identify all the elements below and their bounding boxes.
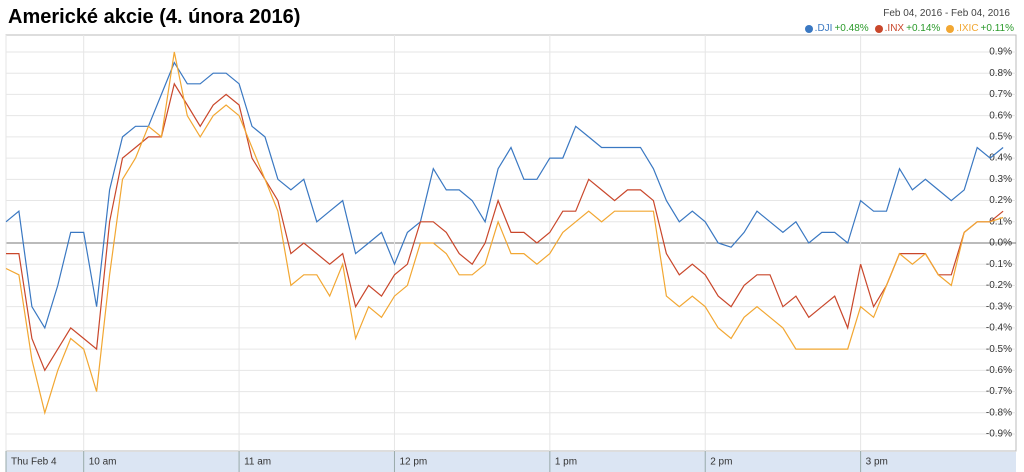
legend-change: +0.11% [980,23,1014,34]
legend-item: .IXIC +0.11% [946,23,1014,34]
y-tick-label: 0.6% [989,110,1012,121]
legend-marker [804,24,813,33]
y-tick-label: 0.9% [989,47,1012,58]
y-tick-label: 0.1% [989,216,1012,227]
date-range: Feb 04, 2016 - Feb 04, 2016 [883,8,1010,19]
x-tick-label: 3 pm [866,457,888,468]
legend-label: .INX [884,23,905,34]
y-tick-label: 0.8% [989,68,1012,79]
x-tick-label: 2 pm [710,457,732,468]
legend-change: +0.48% [834,23,869,34]
legend: .DJI +0.48% .INX +0.14% .IXIC +0.11% [804,23,1014,34]
legend-label: .IXIC [956,23,979,34]
y-tick-label: -0.2% [986,280,1012,291]
y-tick-label: 0.7% [989,89,1012,100]
x-axis-band [6,452,1016,472]
y-tick-label: -0.9% [986,429,1012,440]
y-tick-label: 0.3% [989,174,1012,185]
legend-marker [874,24,883,33]
legend-item: .INX +0.14% [874,23,941,34]
y-tick-label: 0.2% [989,195,1012,206]
y-tick-label: -0.7% [986,386,1012,397]
legend-item: .DJI +0.48% [804,23,869,34]
y-tick-label: -0.5% [986,344,1012,355]
y-tick-label: -0.6% [986,365,1012,376]
y-tick-label: 0.4% [989,153,1012,164]
y-tick-label: -0.8% [986,407,1012,418]
legend-change: +0.14% [906,23,941,34]
x-tick-label: Thu Feb 4 [11,457,57,468]
legend-marker [946,24,955,33]
x-tick-label: 10 am [89,457,117,468]
y-tick-label: 0.0% [989,238,1012,249]
legend-label: .DJI [814,23,833,34]
chart-title: Americké akcie (4. února 2016) [8,6,301,28]
x-tick-label: 1 pm [555,457,577,468]
y-tick-label: 0.5% [989,132,1012,143]
y-tick-label: -0.3% [986,301,1012,312]
series-line [6,82,1004,372]
x-tick-label: 11 am [244,457,271,468]
y-tick-label: -0.4% [986,323,1012,334]
series-line [5,51,1004,416]
x-tick-label: 12 pm [399,457,427,468]
y-tick-label: -0.1% [986,259,1012,270]
